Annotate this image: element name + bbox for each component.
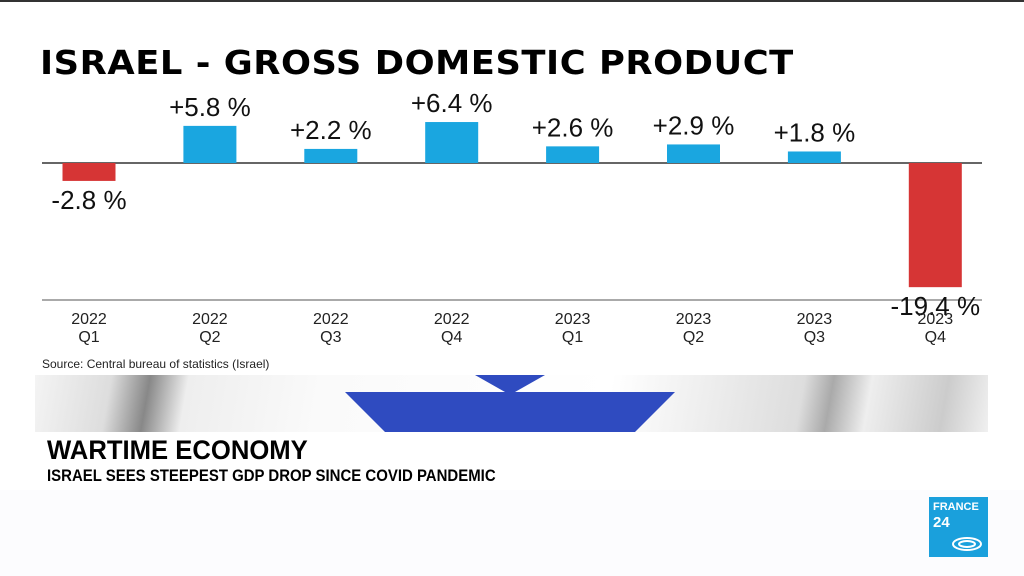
x-tick-label: 2022 (434, 311, 470, 328)
x-tick-label: 2023 (555, 311, 591, 328)
logo-text-1: FRANCE (933, 501, 979, 513)
top-border (0, 0, 1024, 2)
subheadline: ISRAEL SEES STEEPEST GDP DROP SINCE COVI… (47, 466, 496, 485)
data-label: +2.9 % (653, 110, 735, 140)
logo-text-2: 24 (933, 514, 950, 531)
x-tick-label: Q4 (925, 329, 946, 346)
france24-logo: FRANCE 24 (929, 497, 988, 557)
bar-7 (908, 163, 962, 288)
x-tick-label: 2023 (797, 311, 833, 328)
chart-title: ISRAEL - GROSS DOMESTIC PRODUCT (40, 43, 794, 82)
x-tick-label: Q4 (441, 329, 462, 346)
x-tick-label: Q3 (804, 329, 825, 346)
bar-1 (183, 125, 237, 163)
x-tick-label: 2022 (313, 311, 349, 328)
bar-2 (304, 148, 358, 163)
x-tick-label: 2023 (918, 311, 954, 328)
x-tick-label: Q2 (199, 329, 220, 346)
bar-4 (546, 146, 600, 163)
lower-area (0, 490, 1024, 576)
data-label: -19.4 % (890, 291, 980, 321)
data-label: +5.8 % (169, 92, 251, 122)
data-label: +2.6 % (532, 112, 614, 142)
data-label: +2.2 % (290, 115, 372, 145)
source-note: Source: Central bureau of statistics (Is… (42, 357, 270, 371)
x-tick-label: Q1 (562, 329, 583, 346)
x-tick-label: 2022 (71, 311, 107, 328)
data-label: +1.8 % (774, 117, 856, 147)
israel-flag-image (35, 375, 988, 432)
x-tick-label: 2023 (676, 311, 712, 328)
x-tick-label: Q2 (683, 329, 704, 346)
x-tick-label: Q3 (320, 329, 341, 346)
bar-6 (787, 151, 841, 163)
bar-5 (667, 144, 720, 163)
x-tick-label: 2022 (192, 311, 228, 328)
bar-0 (62, 163, 116, 181)
data-label: +6.4 % (411, 88, 493, 118)
star-of-david-icon (345, 375, 675, 432)
data-label: -2.8 % (51, 185, 126, 215)
logo-swirl-icon (952, 537, 982, 551)
x-tick-label: Q1 (78, 329, 99, 346)
headline-band (35, 432, 988, 490)
bar-3 (425, 122, 479, 163)
headline: WARTIME ECONOMY (47, 435, 308, 465)
